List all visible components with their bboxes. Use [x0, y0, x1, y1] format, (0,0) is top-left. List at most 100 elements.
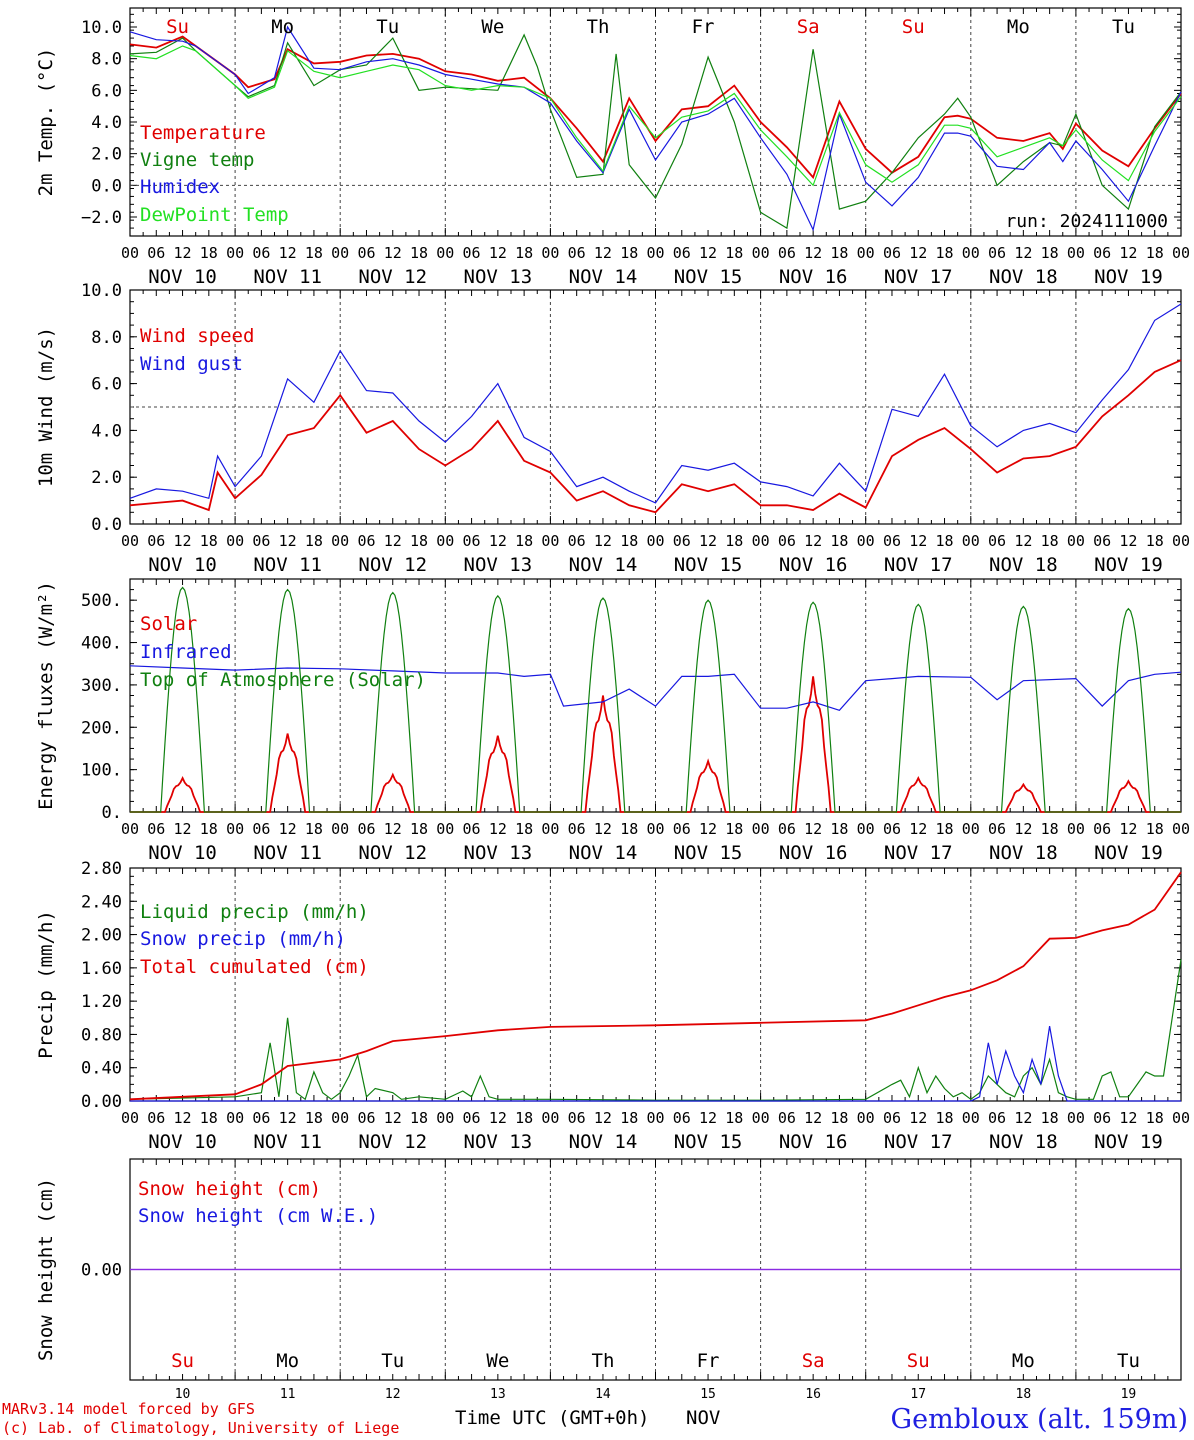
hour-tick-label: 12: [1119, 532, 1137, 550]
hour-tick-label: 06: [147, 244, 165, 262]
date-label: NOV 19: [1094, 842, 1163, 864]
hour-tick-label: 00: [1067, 1109, 1085, 1127]
hour-tick-label: 18: [1041, 1109, 1059, 1127]
hour-tick-label: 18: [1146, 1109, 1164, 1127]
hour-tick-label: 00: [331, 1109, 349, 1127]
hour-tick-label: 06: [357, 244, 375, 262]
hour-tick-label: 18: [935, 244, 953, 262]
hour-tick-label: 06: [252, 532, 270, 550]
date-label: NOV 17: [884, 266, 953, 288]
legend-entry: Temperature: [140, 122, 266, 144]
date-label: NOV 19: [1094, 1131, 1163, 1153]
hour-tick-label: 18: [830, 820, 848, 838]
date-label: NOV 19: [1094, 554, 1163, 576]
hour-tick-label: 18: [1146, 820, 1164, 838]
hour-tick-label: 18: [305, 820, 323, 838]
hour-tick-label: 06: [883, 1109, 901, 1127]
series-line: [129, 871, 1182, 1101]
date-label: NOV 13: [464, 1131, 533, 1153]
hour-tick-label: 12: [1014, 820, 1032, 838]
hour-tick-label: 18: [200, 820, 218, 838]
y-tick-label: 1.60: [81, 959, 122, 979]
hour-tick-label: 00: [436, 820, 454, 838]
date-label: NOV 16: [779, 842, 848, 864]
date-label: NOV 19: [1094, 266, 1163, 288]
hour-tick-label: 18: [200, 1109, 218, 1127]
hour-tick-label: 00: [1172, 532, 1190, 550]
hour-tick-label: 06: [673, 1109, 691, 1127]
day-name: Mo: [1007, 16, 1030, 38]
legend-entry: Total cumulated (cm): [140, 956, 369, 978]
hour-tick-label: 12: [489, 1109, 507, 1127]
date-label: NOV 13: [464, 266, 533, 288]
hour-tick-label: 12: [279, 244, 297, 262]
hour-tick-label: 06: [778, 244, 796, 262]
hour-tick-label: 00: [962, 1109, 980, 1127]
hour-tick-label: 12: [384, 244, 402, 262]
day-name: Sa: [797, 16, 820, 38]
y-tick-label: 100.: [81, 761, 122, 781]
panel-energy: [129, 578, 1182, 813]
hour-tick-label: 18: [725, 1109, 743, 1127]
hour-tick-label: 12: [699, 244, 717, 262]
hour-tick-label: 18: [1146, 532, 1164, 550]
day-name: Mo: [1012, 1350, 1035, 1372]
date-label: NOV 12: [358, 1131, 427, 1153]
y-axis-label: 10m Wind (m/s): [35, 327, 57, 487]
y-tick-label: 2.0: [91, 145, 122, 165]
hour-tick-label: 06: [252, 820, 270, 838]
day-name: Th: [592, 1350, 615, 1372]
run-annotation: run: 2024111000: [1005, 211, 1168, 232]
day-number: 16: [805, 1387, 821, 1402]
time-axis-label: Time UTC (GMT+0h): [455, 1407, 650, 1429]
hour-tick-label: 00: [226, 1109, 244, 1127]
hour-tick-label: 12: [1119, 820, 1137, 838]
hour-tick-label: 00: [1067, 820, 1085, 838]
hour-tick-label: 12: [1014, 532, 1032, 550]
hour-tick-label: 06: [357, 820, 375, 838]
hour-tick-label: 00: [857, 820, 875, 838]
credit-line-2: (c) Lab. of Climatology, University of L…: [2, 1419, 400, 1437]
hour-tick-label: 18: [620, 532, 638, 550]
y-tick-label: 0.00: [81, 1261, 122, 1281]
date-label: NOV 16: [779, 554, 848, 576]
hour-tick-label: 06: [357, 532, 375, 550]
hour-tick-label: 06: [1093, 820, 1111, 838]
legend-entry: Humidex: [140, 176, 220, 198]
hour-tick-label: 12: [174, 532, 192, 550]
y-tick-label: 10.0: [81, 281, 122, 301]
hour-tick-label: 18: [1041, 244, 1059, 262]
legend-entry: Solar: [140, 613, 197, 635]
hour-tick-label: 06: [673, 244, 691, 262]
day-number: 19: [1121, 1387, 1137, 1402]
hour-tick-label: 12: [909, 244, 927, 262]
date-label: NOV 15: [674, 266, 743, 288]
hour-tick-label: 06: [1093, 1109, 1111, 1127]
hour-tick-label: 06: [1093, 244, 1111, 262]
hour-tick-label: 06: [883, 532, 901, 550]
hour-tick-label: 18: [515, 532, 533, 550]
hour-tick-label: 12: [279, 1109, 297, 1127]
hour-tick-label: 12: [594, 244, 612, 262]
legend-entry: Snow height (cm W.E.): [138, 1205, 378, 1227]
series-line: [130, 586, 1181, 813]
hour-tick-label: 06: [778, 1109, 796, 1127]
hour-tick-label: 00: [752, 532, 770, 550]
series-line: [129, 665, 1182, 711]
hour-tick-label: 00: [226, 820, 244, 838]
hour-tick-label: 00: [646, 244, 664, 262]
date-label: NOV 14: [569, 554, 638, 576]
hour-tick-label: 06: [463, 244, 481, 262]
panel-precip: [129, 867, 1182, 1102]
hour-tick-label: 12: [909, 532, 927, 550]
legend-entry: Snow height (cm): [138, 1178, 321, 1200]
date-label: NOV 12: [358, 554, 427, 576]
day-name: Tu: [381, 1350, 404, 1372]
hour-tick-label: 18: [830, 532, 848, 550]
hour-tick-label: 12: [594, 532, 612, 550]
hour-tick-label: 18: [935, 532, 953, 550]
hour-tick-label: 00: [1067, 244, 1085, 262]
legend-entry: Wind speed: [140, 325, 254, 347]
series-line: [129, 35, 1182, 180]
hour-tick-label: 00: [541, 1109, 559, 1127]
